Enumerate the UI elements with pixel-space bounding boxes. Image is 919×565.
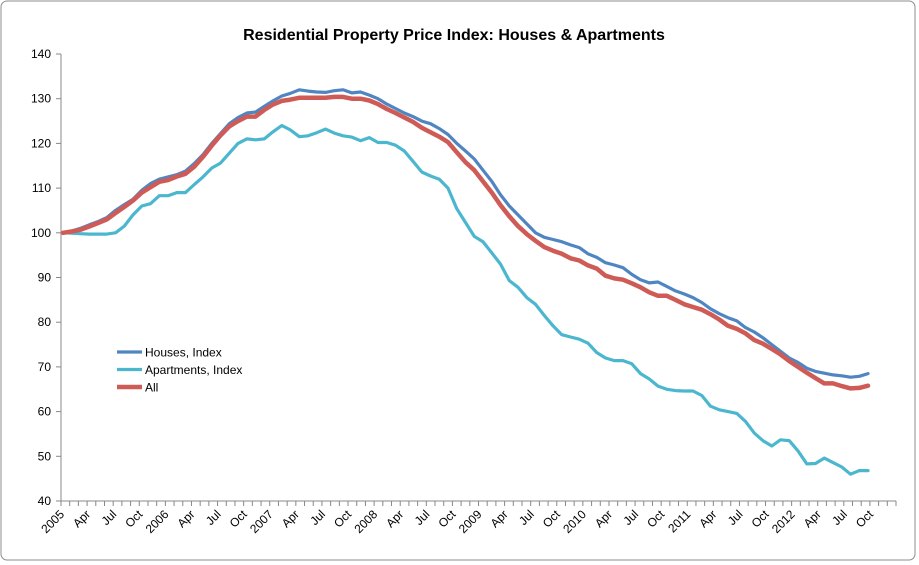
y-tick-label: 100 [31, 226, 51, 240]
y-tick-label: 130 [31, 92, 51, 106]
y-tick-label: 120 [31, 136, 51, 150]
y-tick-label: 70 [38, 360, 52, 374]
y-axis: 40 50 60 70 80 90 100 110 120 130 140 [31, 47, 62, 508]
legend-item: Houses, Index [117, 346, 222, 360]
y-tick-label: 140 [31, 47, 51, 61]
y-tick-label: 80 [38, 315, 52, 329]
y-tick-label: 50 [38, 449, 52, 463]
legend-label: Apartments, Index [145, 363, 242, 377]
legend: Houses, Index Apartments, Index All [117, 346, 242, 395]
y-tick-label: 60 [38, 405, 52, 419]
legend-label: Houses, Index [145, 346, 222, 360]
legend-item: All [117, 381, 158, 395]
chart-title: Residential Property Price Index: Houses… [243, 27, 665, 44]
y-tick-label: 90 [38, 271, 52, 285]
y-tick-label: 110 [32, 181, 51, 195]
legend-item: Apartments, Index [117, 363, 242, 377]
legend-label: All [145, 381, 158, 395]
y-tick-label: 40 [38, 494, 52, 508]
series-line-all [60, 94, 871, 391]
series-lines [60, 88, 871, 476]
series-line-apartments-index [61, 123, 870, 476]
